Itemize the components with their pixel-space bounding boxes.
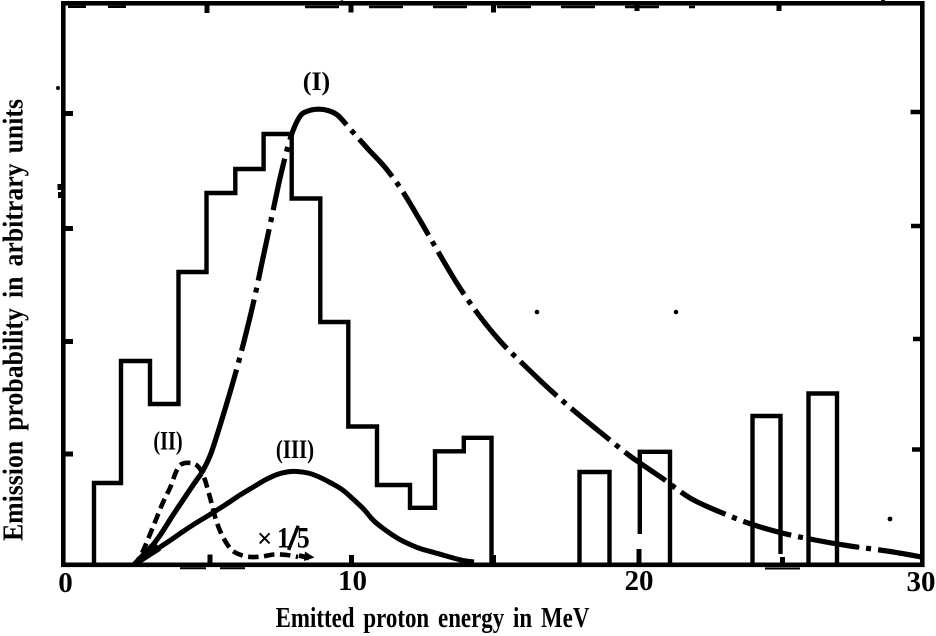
svg-text:20: 20 <box>625 565 654 597</box>
svg-text:Emission probability in arbitr: Emission probability in arbitrary units <box>0 99 29 541</box>
svg-text:×: × <box>257 524 272 554</box>
svg-text:(I): (I) <box>303 67 330 96</box>
svg-text:(II): (II) <box>153 427 182 456</box>
svg-text:Emitted proton energy in MeV: Emitted proton energy in MeV <box>276 601 590 633</box>
svg-text:(III): (III) <box>276 436 314 465</box>
svg-text:10: 10 <box>338 565 367 597</box>
svg-text:0: 0 <box>58 567 73 599</box>
svg-text:30: 30 <box>907 566 936 598</box>
